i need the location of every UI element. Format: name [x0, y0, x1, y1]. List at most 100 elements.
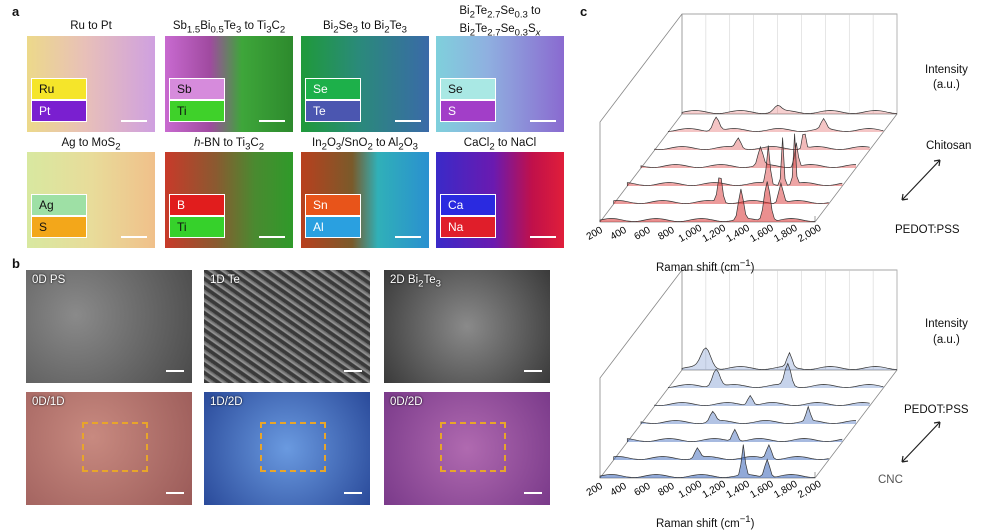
edx-map-tile: Sn Al [301, 152, 429, 248]
tick-label: 2,000 [796, 223, 824, 245]
edx-map-tile: Se S [436, 36, 564, 132]
tick-label: 1,400 [724, 223, 752, 245]
spectrum-line [613, 444, 829, 461]
raman-chart-chitosan: 200 400 600 800 1,0001,2001,4001,6001,8002,0… [585, 13, 898, 245]
tick-label: 2,000 [796, 479, 824, 501]
tile-title-hbn-ti3c2: h-BN to Ti3C2 [193, 137, 265, 153]
sem-image-tile: 0D PS [26, 270, 192, 383]
spectrum-fill [613, 177, 829, 204]
element-chip: Se [440, 78, 496, 100]
panel-a-label: a [12, 4, 20, 19]
panel-b-label: b [12, 256, 20, 271]
scale-bar [121, 120, 147, 122]
sem-label: 0D PS [32, 274, 66, 286]
tick-label: 1,600 [748, 479, 776, 501]
tick-label: 1,000 [677, 223, 705, 245]
spectrum-fill [641, 142, 856, 168]
spectrum-fill [654, 134, 870, 150]
sem-image-tile: 1D/2D [204, 392, 370, 505]
element-chip: B [169, 194, 225, 216]
spectrum-line [640, 405, 857, 424]
axis-frame [599, 269, 898, 479]
bottom-end-label-pedot: PEDOT:PSS [904, 404, 969, 416]
scale-bar [259, 236, 285, 238]
tick-label: 1,200 [701, 223, 729, 245]
spectrum-line [640, 142, 857, 168]
bottom-end-label-cnc: CNC [878, 474, 903, 486]
element-chip: Sn [305, 194, 361, 216]
panel-c-chart: 200 400 600 800 1,0001,2001,4001,6001,8002,0… [585, 13, 941, 501]
series-arrow-top [901, 159, 941, 201]
spectrum-fill [654, 395, 870, 406]
element-chip: Sb [169, 78, 225, 100]
scale-bar [121, 236, 147, 238]
edx-map-tile: Ru Pt [27, 36, 155, 132]
top-end-label-chitosan: Chitosan [926, 140, 972, 152]
edx-map-tile: Ag S [27, 152, 155, 248]
tick-label: 400 [609, 225, 629, 243]
tile-title-ag-mos2: Ag to MoS2 [61, 137, 121, 153]
zoom-box [82, 422, 148, 472]
top-xaxis-title: Raman shift (cm−1) [656, 258, 755, 274]
tick-label: 1,400 [724, 479, 752, 501]
scale-bar [166, 370, 184, 372]
spectrum-fill [613, 444, 829, 460]
tick-label: 1,600 [748, 223, 776, 245]
top-intensity-label: Intensity [925, 64, 968, 76]
spectrum-fill [668, 117, 884, 132]
bottom-au-label: (a.u.) [933, 334, 960, 346]
spectrum-fill [627, 133, 843, 186]
scale-bar [530, 120, 556, 122]
spectrum-fill [600, 444, 815, 478]
element-chip: Na [440, 216, 496, 238]
sem-label: 2D Bi2Te3 [390, 274, 441, 290]
spectrum-line [667, 362, 884, 389]
edx-map-tile: B Ti [165, 152, 293, 248]
spectrum-fill [682, 347, 897, 370]
tick-label: 600 [633, 225, 653, 243]
element-chip: S [440, 100, 496, 122]
spectrum-line [681, 347, 898, 370]
element-chip: Ti [169, 100, 225, 122]
sem-image-tile: 0D/2D [384, 392, 550, 505]
scale-bar [344, 492, 362, 494]
sem-label: 1D/2D [210, 396, 243, 408]
tick-label: 200 [585, 481, 605, 499]
bottom-xaxis-title: Raman shift (cm−1) [656, 514, 755, 530]
element-chip: Se [305, 78, 361, 100]
sem-label: 0D/2D [390, 396, 423, 408]
sem-label: 1D Te [210, 274, 240, 286]
spectrum-line [626, 428, 843, 443]
tile-title-bi2se3-bi2te3: Bi2Se3 to Bi2Te3 [323, 20, 407, 36]
scale-bar [344, 370, 362, 372]
spectrum-line [626, 133, 843, 187]
tick-label: 800 [656, 225, 676, 243]
spectrum-fill [682, 105, 897, 114]
scale-bar [395, 236, 421, 238]
scale-bar [259, 120, 285, 122]
tile-title-bitese-s: Bi2Te2.7Se0.3 to Bi2Te2.7Se0.3Sx [459, 5, 541, 39]
tick-label: 400 [609, 481, 629, 499]
edx-map-tile: Se Te [301, 36, 429, 132]
sem-image-tile: 2D Bi2Te3 [384, 270, 550, 383]
spectrum-fill [627, 429, 843, 442]
tile-title-sbbite-ti3c2: Sb1.5Bi0.5Te3 to Ti3C2 [172, 20, 286, 36]
tile-title-ru-pt: Ru to Pt [70, 20, 112, 32]
series-arrow-bottom [901, 421, 941, 463]
tick-label: 200 [585, 225, 605, 243]
spectrum-line [599, 181, 815, 222]
scale-bar [166, 492, 184, 494]
raman-chart-cnc: 200 400 600 800 1,0001,2001,4001,6001,8002,0… [585, 269, 898, 501]
axis-frame [599, 13, 898, 223]
element-chip: Al [305, 216, 361, 238]
scale-bar [530, 236, 556, 238]
element-chip: Ti [169, 216, 225, 238]
spectrum-line [599, 444, 815, 478]
tick-label: 800 [656, 481, 676, 499]
element-chip: Pt [31, 100, 87, 122]
tick-label: 1,200 [701, 479, 729, 501]
tick-label: 1,800 [772, 223, 800, 245]
element-chip: Ru [31, 78, 87, 100]
sem-image-tile: 0D/1D [26, 392, 192, 505]
element-chip: Ag [31, 194, 87, 216]
